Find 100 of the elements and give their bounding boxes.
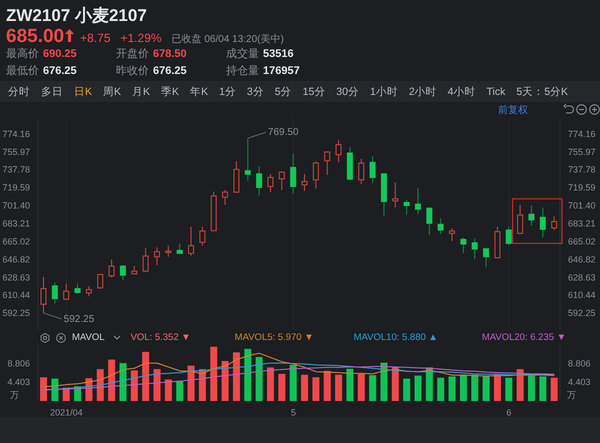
candlestick <box>528 205 534 226</box>
candlestick <box>551 216 558 231</box>
bar <box>312 377 320 401</box>
candlestick <box>370 156 376 184</box>
text: Tick <box>486 86 506 98</box>
text: 前复权 <box>498 104 528 117</box>
bar <box>482 376 490 401</box>
text: 690.25 <box>43 48 77 60</box>
bar <box>528 374 535 401</box>
bar <box>335 374 342 401</box>
candlestick <box>154 246 160 266</box>
y2-tick-label: 628.63 <box>568 272 596 282</box>
y-tick-label: 665.02 <box>2 236 30 246</box>
bar <box>346 368 354 401</box>
y2-tick-label: 774.16 <box>568 128 596 139</box>
bar <box>278 374 286 401</box>
y2-tick-label: 665.02 <box>568 236 596 246</box>
y-tick-label: 774.16 <box>2 128 30 139</box>
bar <box>164 379 172 401</box>
bar <box>108 360 116 401</box>
y-tick-label: 610.44 <box>2 290 30 300</box>
text: 5天：5分K <box>516 84 568 98</box>
bar <box>222 360 229 401</box>
bar <box>516 369 524 401</box>
candlestick <box>165 245 172 258</box>
candlestick <box>312 160 319 190</box>
y2-tick-label: 755.97 <box>568 146 596 157</box>
text: 持仓量 <box>226 65 259 77</box>
candlestick <box>358 158 364 185</box>
text: 1小时 <box>370 84 398 98</box>
text: 日K <box>74 84 92 98</box>
candlestick <box>74 283 81 294</box>
text: ZW2107 小麦2107 <box>6 5 147 27</box>
text: 成交量 <box>226 48 259 60</box>
x-tick-label: 5 <box>290 407 296 418</box>
series-label: VOL: 5.352 ▼ <box>130 332 191 343</box>
candlestick <box>40 276 46 314</box>
y-tick-label: 592.25 <box>2 308 30 318</box>
bar <box>130 370 138 401</box>
bar <box>392 366 399 401</box>
text: 15分 <box>302 84 326 98</box>
text: 最低价 <box>6 65 39 77</box>
candlestick <box>278 170 285 190</box>
candlestick <box>267 174 274 193</box>
candlestick <box>256 166 262 196</box>
candlestick <box>86 286 92 297</box>
y-tick-label: 628.63 <box>2 272 30 282</box>
bar <box>267 367 274 401</box>
candlestick <box>120 264 126 281</box>
bar <box>176 380 184 401</box>
y-tick-label: 737.78 <box>2 164 30 175</box>
y2-tick-label: 4.403 <box>568 377 591 388</box>
text: 已收盘 06/04 13:20(美中) <box>172 32 284 46</box>
candlestick <box>97 274 104 290</box>
bar <box>358 374 365 401</box>
candlestick <box>336 140 342 163</box>
line-series <box>43 352 555 388</box>
y2-tick-label: 646.82 <box>568 254 596 264</box>
bar <box>505 378 512 401</box>
text: 2小时 <box>408 84 437 98</box>
bar <box>471 374 478 401</box>
text: 周K <box>103 84 122 98</box>
y2-tick-label: 8.806 <box>568 358 591 368</box>
text: 53516 <box>263 48 294 60</box>
text: 5分 <box>274 84 292 98</box>
text: 1分 <box>219 84 236 98</box>
candlestick <box>460 237 466 254</box>
candlestick <box>199 226 206 246</box>
bar <box>290 364 297 401</box>
y2-tick-label: 610.44 <box>568 290 596 300</box>
bar <box>539 376 546 401</box>
text: 多日 <box>41 84 63 98</box>
text: 最高价 <box>6 48 39 60</box>
y-tick-label: 683.21 <box>2 218 30 228</box>
bar <box>550 378 558 401</box>
bar <box>210 346 218 401</box>
series-label: MAVOL5: 5.970 ▼ <box>234 332 314 343</box>
text: 30分 <box>336 84 359 98</box>
candlestick <box>108 258 115 278</box>
bar <box>119 363 126 401</box>
candlestick <box>324 150 330 176</box>
candlestick <box>244 138 251 182</box>
y2-tick-label: 592.25 <box>568 308 596 318</box>
candlestick <box>392 182 398 208</box>
bar <box>198 369 206 401</box>
y-axis-title: 万 <box>10 389 19 402</box>
text: 176957 <box>263 65 300 77</box>
text: +8.75 <box>80 31 110 45</box>
bar <box>232 352 240 401</box>
y2-axis-title: 万 <box>567 389 576 402</box>
bar <box>244 348 252 401</box>
candlestick <box>426 207 432 236</box>
text: 3分 <box>246 84 264 98</box>
bar <box>494 374 501 401</box>
candlestick <box>188 226 194 256</box>
y2-tick-label: 683.21 <box>568 218 596 228</box>
bar <box>369 375 376 401</box>
text: 分时 <box>8 84 30 98</box>
text: MAVOL10: 5.880 ▲ <box>354 332 438 343</box>
candlestick <box>142 247 149 272</box>
